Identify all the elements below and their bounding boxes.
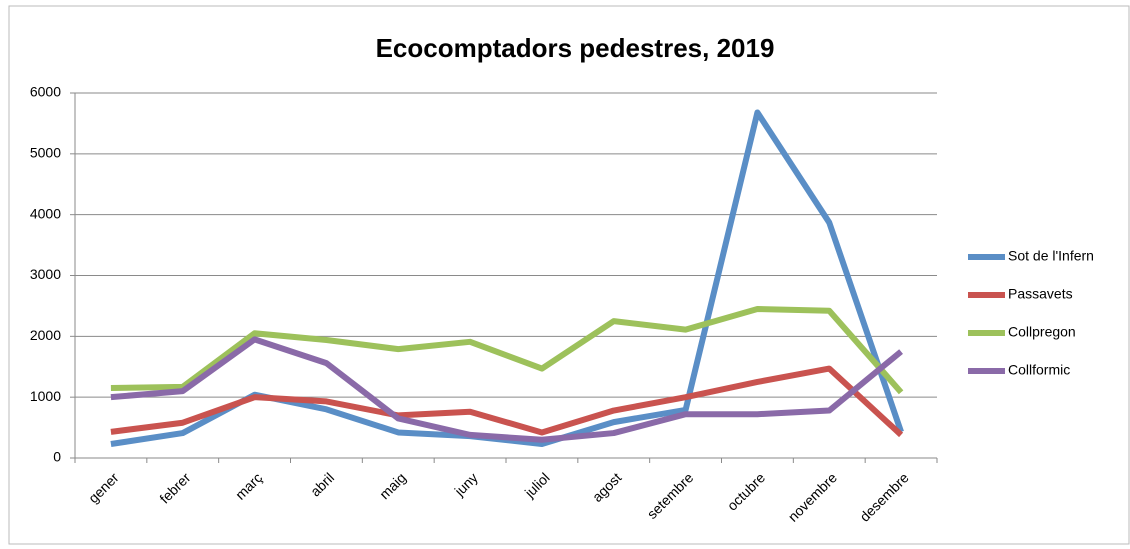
- legend-label: Passavets: [1008, 286, 1073, 302]
- y-tick-label: 4000: [30, 205, 61, 221]
- chart-title: Ecocomptadors pedestres, 2019: [376, 33, 775, 63]
- legend-label: Sot de l'Infern: [1008, 248, 1094, 264]
- y-tick-label: 2000: [30, 327, 61, 343]
- y-tick-label: 6000: [30, 84, 61, 100]
- series-line: [110, 365, 904, 438]
- legend-label: Collpregon: [1008, 324, 1076, 340]
- y-tick-label: 0: [53, 449, 61, 465]
- legend-label: Collformic: [1008, 362, 1070, 378]
- series-line: [110, 305, 904, 395]
- series-line: [110, 336, 903, 443]
- y-tick-label: 1000: [30, 388, 61, 404]
- y-tick-label: 5000: [30, 145, 61, 161]
- y-tick-label: 3000: [30, 266, 61, 282]
